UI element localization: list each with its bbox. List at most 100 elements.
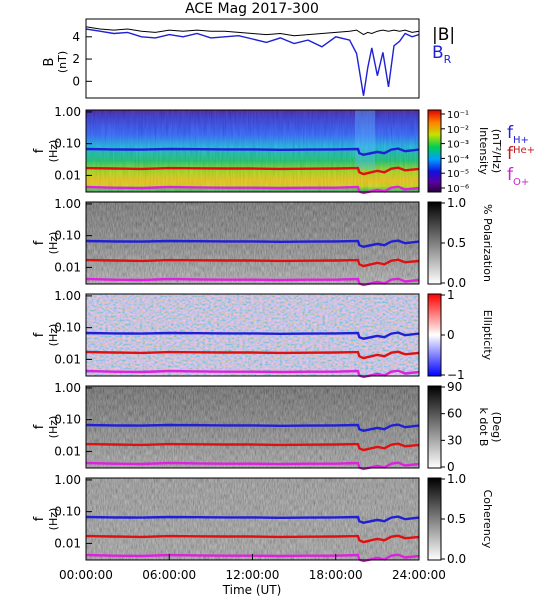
- pol-cb-label: % Polarization: [481, 204, 494, 282]
- coh-gyro-line-he: [85, 534, 420, 544]
- b-ytick-label: 2: [72, 52, 80, 66]
- pol-cbtick-label: 1.0: [447, 196, 466, 210]
- spec-cbtick-label: 10⁻⁶: [447, 184, 469, 195]
- spec-ytick-label: 0.10: [54, 137, 81, 151]
- spec-gyro-lines: [85, 147, 420, 195]
- spec-ylabel: f: [32, 148, 47, 153]
- b-ylabel: B: [42, 58, 57, 67]
- coh-ylabel: f: [32, 516, 47, 521]
- kdb-cbtick-label: 0: [447, 460, 455, 474]
- legend-fo-sub: O+: [513, 177, 529, 188]
- x-axis-label: Time (UT): [222, 583, 282, 597]
- pol-ylabel: f: [32, 240, 47, 245]
- ell-cbtick-label: −1: [447, 368, 465, 382]
- kdb-ytick-label: 1.00: [54, 381, 81, 395]
- legend-fhe: fHe+: [507, 144, 535, 164]
- ell-cbtick-label: 0: [447, 328, 455, 342]
- spec-y-ticks: 1.00 0.10 0.01: [54, 105, 92, 182]
- spec-colorbar-ticks: 10⁻¹ 10⁻² 10⁻³ 10⁻⁴ 10⁻⁵ 10⁻⁶: [441, 110, 469, 195]
- pol-colorbar: [427, 201, 442, 285]
- x-tick-label: 12:00:00: [226, 568, 280, 582]
- ell-y-ticks: 1.00 0.10 0.01: [54, 289, 92, 366]
- kdb-colorbar-ticks: 90 60 30 0: [441, 380, 462, 474]
- pol-frame: [85, 201, 420, 285]
- kdb-ylabel-unit: (Hz): [47, 416, 60, 439]
- ell-ytick-label: 1.00: [54, 289, 81, 303]
- x-tick-label: 18:00:00: [309, 568, 363, 582]
- pol-gyro-line-o: [85, 277, 420, 287]
- x-tick-label: 06:00:00: [142, 568, 196, 582]
- x-tick-label: 00:00:00: [59, 568, 113, 582]
- kdb-cbtick-label: 60: [447, 407, 462, 421]
- b-ylabel-unit: (nT): [56, 51, 69, 73]
- kdb-ytick-label: 0.01: [54, 444, 81, 458]
- pol-gyro-lines: [85, 239, 420, 287]
- spec-cbtick-label: 10⁻²: [447, 125, 469, 136]
- panel-wave-normal-angle: 1.00 0.10 0.01 f (Hz) 90 60 30 0 k dot B (Deg…: [32, 380, 503, 474]
- pol-ytick-label: 0.01: [54, 260, 81, 274]
- coh-cbtick-label: 0.0: [447, 552, 466, 566]
- spec-ytick-label: 1.00: [54, 105, 81, 119]
- legend-fh-label: f: [507, 123, 514, 143]
- panel-polarization: 1.00 0.10 0.01 f (Hz) 1.0 0.5 0.0 % Polariza…: [32, 196, 494, 290]
- ell-colorbar-ticks: 1 0 −1: [441, 288, 465, 382]
- spec-colorbar: [427, 109, 442, 193]
- coh-texture: [86, 478, 419, 560]
- legend-fh: fH+: [507, 123, 529, 146]
- figure-title: ACE Mag 2017-300: [185, 1, 319, 17]
- legend-fo: fO+: [507, 165, 529, 188]
- x-tick-label: 24:00:00: [392, 568, 446, 582]
- b-series-line-absb: [85, 26, 420, 37]
- pol-ytick-label: 1.00: [54, 197, 81, 211]
- ell-colorbar: [427, 293, 442, 377]
- spec-texture: [86, 110, 419, 192]
- kdb-colorbar: [427, 385, 442, 469]
- ell-ylabel: f: [32, 332, 47, 337]
- legend-absb: |B|: [432, 25, 455, 45]
- b-ytick-label: 4: [72, 30, 80, 44]
- b-ytick-label: 0: [72, 74, 80, 88]
- ell-gyro-line-h: [85, 331, 420, 340]
- kdb-frame: [85, 385, 420, 469]
- pol-y-ticks: 1.00 0.10 0.01: [54, 197, 92, 274]
- kdb-gyro-line-h: [85, 423, 420, 432]
- kdb-texture: [86, 386, 419, 468]
- pol-texture: [86, 202, 419, 284]
- coh-colorbar: [427, 477, 442, 561]
- ell-cbtick-label: 1: [447, 288, 455, 302]
- coh-gyro-line-h: [85, 515, 420, 524]
- legend-br-sub: R: [444, 53, 452, 66]
- kdb-ytick-label: 0.10: [54, 413, 81, 427]
- spec-cbtick-label: 10⁻⁵: [447, 169, 469, 180]
- coh-ytick-label: 1.00: [54, 473, 81, 487]
- kdb-ylabel: f: [32, 424, 47, 429]
- pol-gyro-line-h: [85, 239, 420, 248]
- ell-ytick-label: 0.01: [54, 352, 81, 366]
- spec-disturbance: [355, 110, 375, 170]
- ell-gyro-line-he: [85, 350, 420, 360]
- legend-fh-sub: H+: [513, 135, 529, 146]
- kdb-gyro-line-o: [85, 461, 420, 471]
- panel-power-spectrum: 1.00 0.10 0.01 f (Hz) 10⁻¹ 10⁻² 10⁻³ 10⁻⁴ 10⁻⁵…: [32, 105, 535, 195]
- kdb-gyro-lines: [85, 423, 420, 471]
- spec-gyro-line-h: [85, 147, 420, 156]
- coh-ytick-label: 0.10: [54, 505, 81, 519]
- spec-cbtick-label: 10⁻¹: [447, 110, 469, 121]
- ell-ylabel-unit: (Hz): [47, 324, 60, 347]
- kdb-y-ticks: 1.00 0.10 0.01: [54, 381, 92, 458]
- coh-cb-label: Coherency: [481, 490, 494, 549]
- kdb-gyro-line-he: [85, 442, 420, 452]
- panel-coherency: 1.00 0.10 0.01 f (Hz) 1.0 0.5 0.0 Coherency: [32, 472, 494, 566]
- spec-gyro-line-he: [85, 166, 420, 176]
- pol-gyro-line-he: [85, 258, 420, 268]
- coh-colorbar-ticks: 1.0 0.5 0.0: [441, 472, 466, 566]
- ell-texture: [86, 294, 419, 376]
- spec-cb-label: Intensity: [477, 127, 490, 175]
- panel-magnetic-field: 420 B (nT) |B| BR: [42, 18, 455, 99]
- b-series-group: [85, 26, 420, 96]
- coh-cbtick-label: 1.0: [447, 472, 466, 486]
- ell-gyro-line-o: [85, 369, 420, 379]
- legend-fhe-sub: He+: [513, 145, 535, 156]
- kdb-cb-unit: (Deg): [490, 412, 503, 443]
